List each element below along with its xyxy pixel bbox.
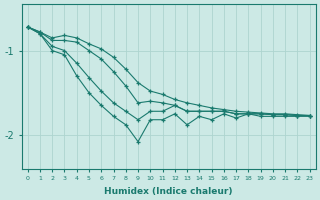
X-axis label: Humidex (Indice chaleur): Humidex (Indice chaleur) — [104, 187, 233, 196]
